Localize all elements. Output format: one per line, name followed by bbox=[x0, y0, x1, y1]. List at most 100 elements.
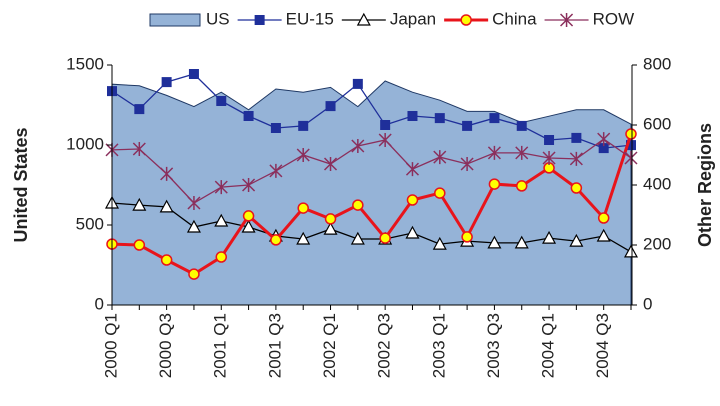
x-tick-label: 2001 Q1 bbox=[211, 313, 230, 378]
marker bbox=[626, 140, 636, 151]
marker bbox=[487, 145, 501, 160]
marker bbox=[242, 178, 256, 192]
x-tick-label: 2002 Q1 bbox=[320, 313, 339, 378]
marker bbox=[325, 101, 336, 112]
marker bbox=[352, 78, 363, 89]
marker bbox=[243, 111, 254, 121]
marker bbox=[405, 162, 420, 177]
x-tick-label: 2004 Q3 bbox=[593, 313, 612, 378]
marker bbox=[324, 213, 337, 225]
marker bbox=[214, 180, 228, 195]
y-tick-label: 1500 bbox=[66, 54, 104, 73]
marker bbox=[132, 197, 147, 211]
marker bbox=[351, 139, 365, 153]
y-tick-label: 0 bbox=[95, 294, 104, 313]
y2-tick-label: 800 bbox=[643, 54, 671, 73]
marker bbox=[242, 210, 255, 222]
marker bbox=[297, 202, 309, 214]
marker bbox=[597, 132, 611, 147]
marker bbox=[432, 236, 447, 250]
marker bbox=[461, 231, 473, 243]
marker bbox=[542, 151, 556, 165]
marker bbox=[160, 166, 174, 181]
marker bbox=[569, 233, 584, 247]
area bbox=[111, 80, 632, 306]
marker bbox=[188, 268, 200, 280]
legend-label: US bbox=[206, 9, 230, 28]
marker bbox=[378, 133, 392, 147]
marker bbox=[434, 113, 445, 124]
marker bbox=[134, 104, 145, 115]
marker bbox=[133, 239, 146, 251]
marker bbox=[542, 230, 557, 244]
marker bbox=[254, 15, 265, 25]
marker bbox=[296, 231, 311, 245]
marker bbox=[188, 69, 199, 79]
marker bbox=[379, 232, 391, 244]
marker bbox=[215, 251, 228, 263]
marker bbox=[515, 180, 528, 192]
x-tick-label: 2003 Q3 bbox=[484, 313, 503, 378]
marker bbox=[487, 235, 502, 249]
y-axis-title: United States bbox=[11, 127, 31, 242]
marker bbox=[269, 163, 283, 178]
legend-label: EU-15 bbox=[286, 9, 334, 28]
marker bbox=[570, 182, 583, 194]
marker bbox=[270, 123, 281, 133]
marker bbox=[488, 178, 501, 190]
marker bbox=[241, 219, 256, 233]
y2-tick-label: 400 bbox=[643, 174, 671, 193]
marker bbox=[352, 199, 364, 211]
marker bbox=[597, 212, 610, 224]
x-tick-label: 2000 Q1 bbox=[101, 313, 120, 378]
marker bbox=[160, 254, 173, 266]
marker bbox=[270, 234, 282, 246]
marker bbox=[625, 128, 637, 140]
legend-label: Japan bbox=[390, 9, 436, 28]
legend-swatch bbox=[149, 13, 201, 27]
y-tick-label: 1000 bbox=[66, 134, 104, 153]
marker bbox=[515, 145, 529, 160]
marker bbox=[544, 135, 555, 145]
marker bbox=[433, 150, 447, 165]
marker bbox=[569, 151, 583, 166]
y2-axis-title: Other Regions bbox=[695, 123, 715, 247]
marker bbox=[298, 120, 309, 131]
marker bbox=[186, 219, 201, 233]
marker bbox=[132, 142, 146, 156]
marker bbox=[560, 13, 574, 27]
marker bbox=[489, 113, 500, 124]
y-tick-label: 500 bbox=[76, 214, 104, 233]
marker bbox=[356, 12, 371, 26]
marker bbox=[596, 228, 611, 242]
line bbox=[111, 202, 632, 253]
marker bbox=[216, 96, 227, 106]
marker bbox=[624, 151, 638, 165]
x-tick-label: 2004 Q1 bbox=[539, 313, 558, 378]
marker bbox=[598, 143, 609, 154]
x-tick-label: 2003 Q1 bbox=[429, 313, 448, 378]
marker bbox=[296, 148, 310, 162]
marker bbox=[323, 221, 338, 235]
marker bbox=[460, 14, 472, 26]
marker bbox=[161, 77, 172, 88]
marker bbox=[434, 187, 446, 199]
marker bbox=[380, 120, 391, 130]
marker bbox=[516, 120, 527, 131]
y2-tick-label: 0 bbox=[643, 294, 652, 313]
marker bbox=[323, 157, 338, 171]
legend-label: China bbox=[492, 9, 537, 28]
line bbox=[111, 138, 632, 204]
marker bbox=[405, 225, 420, 239]
marker bbox=[350, 231, 365, 245]
legend-label: ROW bbox=[593, 9, 635, 28]
marker bbox=[406, 194, 419, 206]
marker bbox=[407, 111, 418, 121]
marker bbox=[460, 157, 474, 171]
x-tick-label: 2002 Q3 bbox=[375, 313, 394, 378]
marker bbox=[462, 120, 473, 131]
x-tick-label: 2000 Q3 bbox=[156, 313, 175, 378]
y2-tick-label: 600 bbox=[643, 114, 671, 133]
